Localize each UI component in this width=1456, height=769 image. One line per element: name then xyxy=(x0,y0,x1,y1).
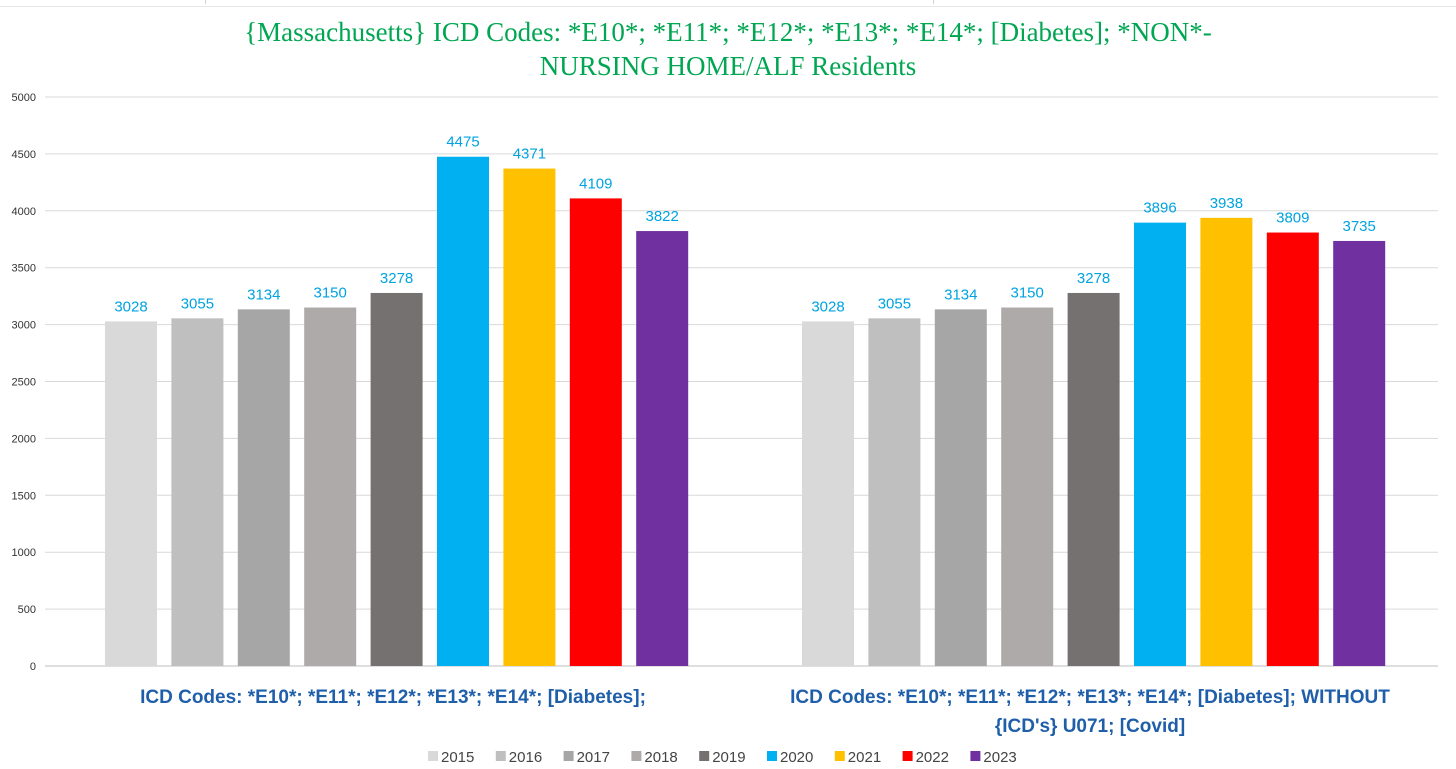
legend-swatch-2022 xyxy=(902,751,913,761)
bar-2015-group-2 xyxy=(802,321,854,666)
data-label: 3938 xyxy=(1210,195,1243,212)
y-axis: 0 500 1000 1500 2000 2500 3000 3500 4000 4500 5000 xyxy=(12,92,36,673)
legend-label: 2017 xyxy=(577,749,610,766)
legend: 2015 2016 2017 2018 2019 2020 2021 2022 2023 xyxy=(428,749,1017,766)
y-tick-label: 0 xyxy=(30,661,36,673)
data-label: 4475 xyxy=(446,134,479,151)
data-label: 4109 xyxy=(579,175,612,192)
legend-swatch-2016 xyxy=(495,751,506,761)
bar-2018-group-1 xyxy=(304,307,357,666)
legend-label: 2015 xyxy=(441,749,474,766)
legend-swatch-2020 xyxy=(767,751,777,761)
bar-2021-group-2 xyxy=(1200,217,1253,667)
legend-swatch-2018 xyxy=(631,751,642,761)
bar-2022-group-2 xyxy=(1266,232,1319,666)
y-tick-label: 4000 xyxy=(12,206,36,218)
data-label: 3809 xyxy=(1276,210,1309,227)
data-label: 3896 xyxy=(1143,200,1176,217)
top-toolbar-strip xyxy=(0,0,1456,7)
legend-swatch-2015 xyxy=(428,751,438,761)
y-tick-label: 1500 xyxy=(12,490,36,502)
y-tick-label: 2500 xyxy=(12,377,36,389)
bar-2023-group-2 xyxy=(1333,240,1386,666)
x-axis-categories: ICD Codes: *E10*; *E11*; *E12*; *E13*; *… xyxy=(140,687,1390,737)
bar-2021-group-1 xyxy=(503,168,556,666)
toolbar-segment xyxy=(0,0,206,4)
bar-2017-group-2 xyxy=(934,309,987,666)
bars xyxy=(105,156,1386,667)
data-label: 3028 xyxy=(811,298,844,315)
data-label: 3134 xyxy=(247,286,280,303)
data-label: 3055 xyxy=(878,295,911,312)
data-label: 3134 xyxy=(944,286,977,303)
category-label: ICD Codes: *E10*; *E11*; *E12*; *E13*; *… xyxy=(790,687,1390,708)
legend-swatch-2021 xyxy=(834,751,845,761)
data-label: 3735 xyxy=(1343,218,1376,235)
bar-2018-group-2 xyxy=(1001,307,1054,666)
category-label: {ICD's} U071; [Covid] xyxy=(995,716,1185,737)
y-tick-label: 4500 xyxy=(12,149,36,161)
data-label: 3150 xyxy=(1011,285,1044,302)
data-label: 3278 xyxy=(380,270,413,287)
data-label: 3150 xyxy=(314,285,347,302)
legend-swatch-2019 xyxy=(699,751,710,761)
bar-2022-group-1 xyxy=(569,198,622,666)
data-label: 4371 xyxy=(513,146,546,163)
legend-label: 2018 xyxy=(644,749,677,766)
data-label: 3278 xyxy=(1077,270,1110,287)
bar-2017-group-1 xyxy=(237,309,290,666)
legend-label: 2019 xyxy=(712,749,745,766)
y-tick-label: 3500 xyxy=(12,263,36,275)
bar-2019-group-1 xyxy=(370,292,423,666)
legend-swatch-2023 xyxy=(970,751,981,761)
y-tick-label: 1000 xyxy=(12,547,36,559)
bar-2016-group-1 xyxy=(171,318,224,666)
y-tick-label: 3000 xyxy=(12,320,36,332)
legend-label: 2022 xyxy=(916,749,949,766)
legend-swatch-2017 xyxy=(563,751,574,761)
y-tick-label: 2000 xyxy=(12,433,36,445)
bar-2023-group-1 xyxy=(636,231,689,666)
legend-label: 2023 xyxy=(983,749,1016,766)
y-tick-label: 5000 xyxy=(12,92,36,104)
bar-2019-group-2 xyxy=(1067,292,1120,666)
chart-title-line-2: NURSING HOME/ALF Residents xyxy=(540,51,917,81)
legend-label: 2021 xyxy=(848,749,881,766)
y-tick-label: 500 xyxy=(18,604,36,616)
bar-2020-group-1 xyxy=(437,156,489,666)
toolbar-segment xyxy=(218,0,934,4)
chart-title: {Massachusetts} ICD Codes: *E10*; *E11*;… xyxy=(244,17,1212,81)
data-labels: 3028 3028 3055 3055 3134 3134 3150 3150 3278 3278… xyxy=(114,134,1376,316)
chart-title-line-1: {Massachusetts} ICD Codes: *E10*; *E11*;… xyxy=(244,17,1212,47)
data-label: 3055 xyxy=(181,295,214,312)
category-label: ICD Codes: *E10*; *E11*; *E12*; *E13*; *… xyxy=(140,687,646,708)
bar-2015-group-1 xyxy=(105,321,157,666)
legend-label: 2016 xyxy=(509,749,542,766)
bar-2020-group-2 xyxy=(1134,222,1186,666)
data-label: 3028 xyxy=(114,298,147,315)
data-label: 3822 xyxy=(646,208,679,225)
bar-2016-group-2 xyxy=(868,318,921,666)
legend-label: 2020 xyxy=(780,749,813,766)
